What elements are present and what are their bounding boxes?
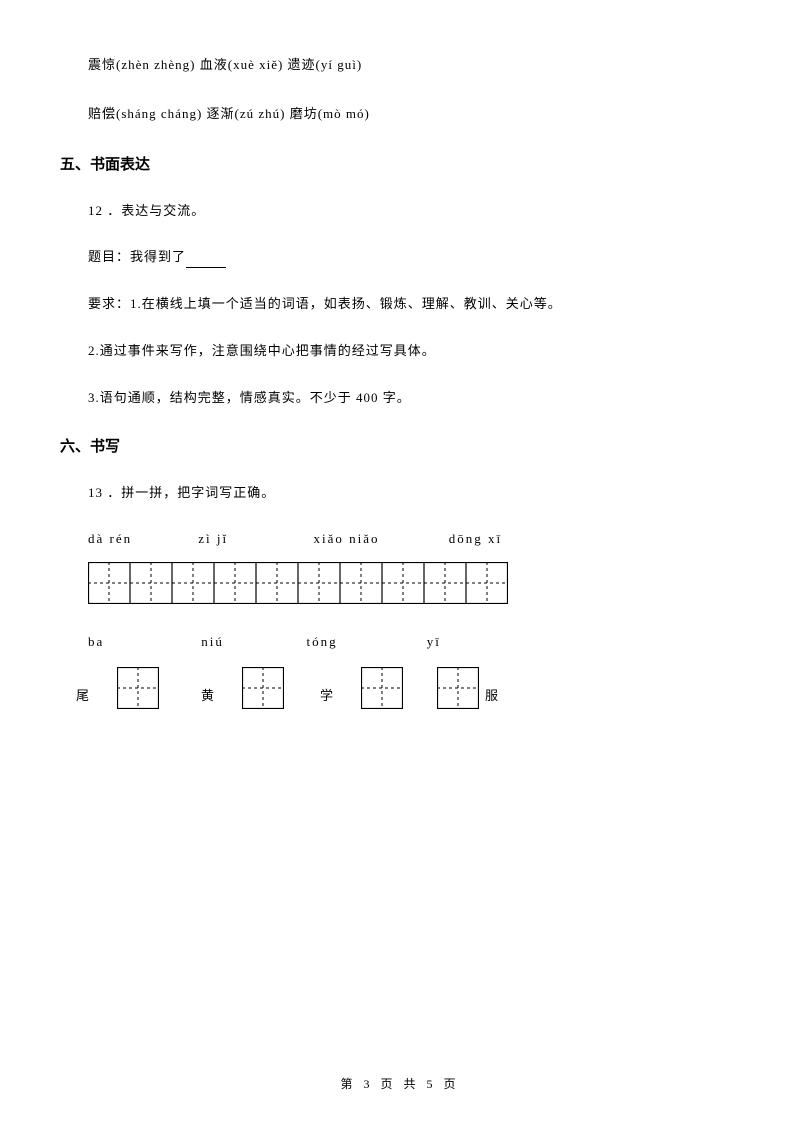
pinyin-2-4: yī bbox=[427, 632, 441, 653]
requirement-3: 3.语句通顺，结构完整，情感真实。不少于 400 字。 bbox=[88, 388, 740, 409]
pinyin-2-2: niú bbox=[201, 632, 301, 653]
char-box-3 bbox=[361, 667, 403, 709]
char-unit-4: 服 bbox=[437, 667, 498, 709]
char-unit-3: 学 bbox=[318, 667, 403, 709]
pinyin-1-2: zì jǐ bbox=[198, 529, 308, 550]
char-label-1: 尾 bbox=[76, 686, 89, 709]
pinyin-1-1: dà rén bbox=[88, 529, 193, 550]
blank-underline bbox=[186, 267, 226, 268]
pinyin-row-2: ba niú tóng yī bbox=[88, 632, 740, 653]
char-unit-1: 尾 bbox=[74, 667, 159, 709]
essay-title: 题目：我得到了 bbox=[88, 247, 740, 268]
pinyin-1-3: xiǎo niǎo bbox=[314, 529, 444, 550]
essay-title-label: 题目：我得到了 bbox=[88, 249, 186, 264]
grid-10-svg bbox=[88, 562, 508, 604]
char-label-3: 学 bbox=[320, 686, 333, 709]
section-6-heading: 六、书写 bbox=[60, 435, 740, 459]
pinyin-2-1: ba bbox=[88, 632, 196, 653]
pinyin-1-4: dōng xī bbox=[449, 529, 502, 550]
pinyin-row-1: dà rén zì jǐ xiǎo niǎo dōng xī bbox=[88, 529, 740, 550]
char-box-2 bbox=[242, 667, 284, 709]
requirement-2: 2.通过事件来写作，注意围绕中心把事情的经过写具体。 bbox=[88, 341, 740, 362]
char-box-4 bbox=[437, 667, 479, 709]
char-unit-2: 黄 bbox=[199, 667, 284, 709]
pinyin-2-3: tóng bbox=[307, 632, 422, 653]
page-footer: 第 3 页 共 5 页 bbox=[0, 1075, 800, 1092]
char-label-2: 黄 bbox=[201, 686, 214, 709]
question-13: 13 ．拼一拼，把字词写正确。 bbox=[88, 483, 740, 504]
char-label-4: 服 bbox=[485, 686, 498, 709]
writing-grid-row-4: 尾 黄 学 服 bbox=[74, 667, 740, 709]
char-box-1 bbox=[117, 667, 159, 709]
section-5-heading: 五、书面表达 bbox=[60, 153, 740, 177]
requirement-1: 要求：1.在横线上填一个适当的词语，如表扬、锻炼、理解、教训、关心等。 bbox=[88, 294, 740, 315]
vocab-line-1: 震惊(zhèn zhèng) 血液(xuè xiě) 遗迹(yí guì) bbox=[88, 55, 740, 76]
vocab-line-2: 赔偿(sháng cháng) 逐渐(zú zhú) 磨坊(mò mó) bbox=[88, 104, 740, 125]
writing-grid-10 bbox=[88, 562, 740, 604]
question-12: 12 ．表达与交流。 bbox=[88, 201, 740, 222]
